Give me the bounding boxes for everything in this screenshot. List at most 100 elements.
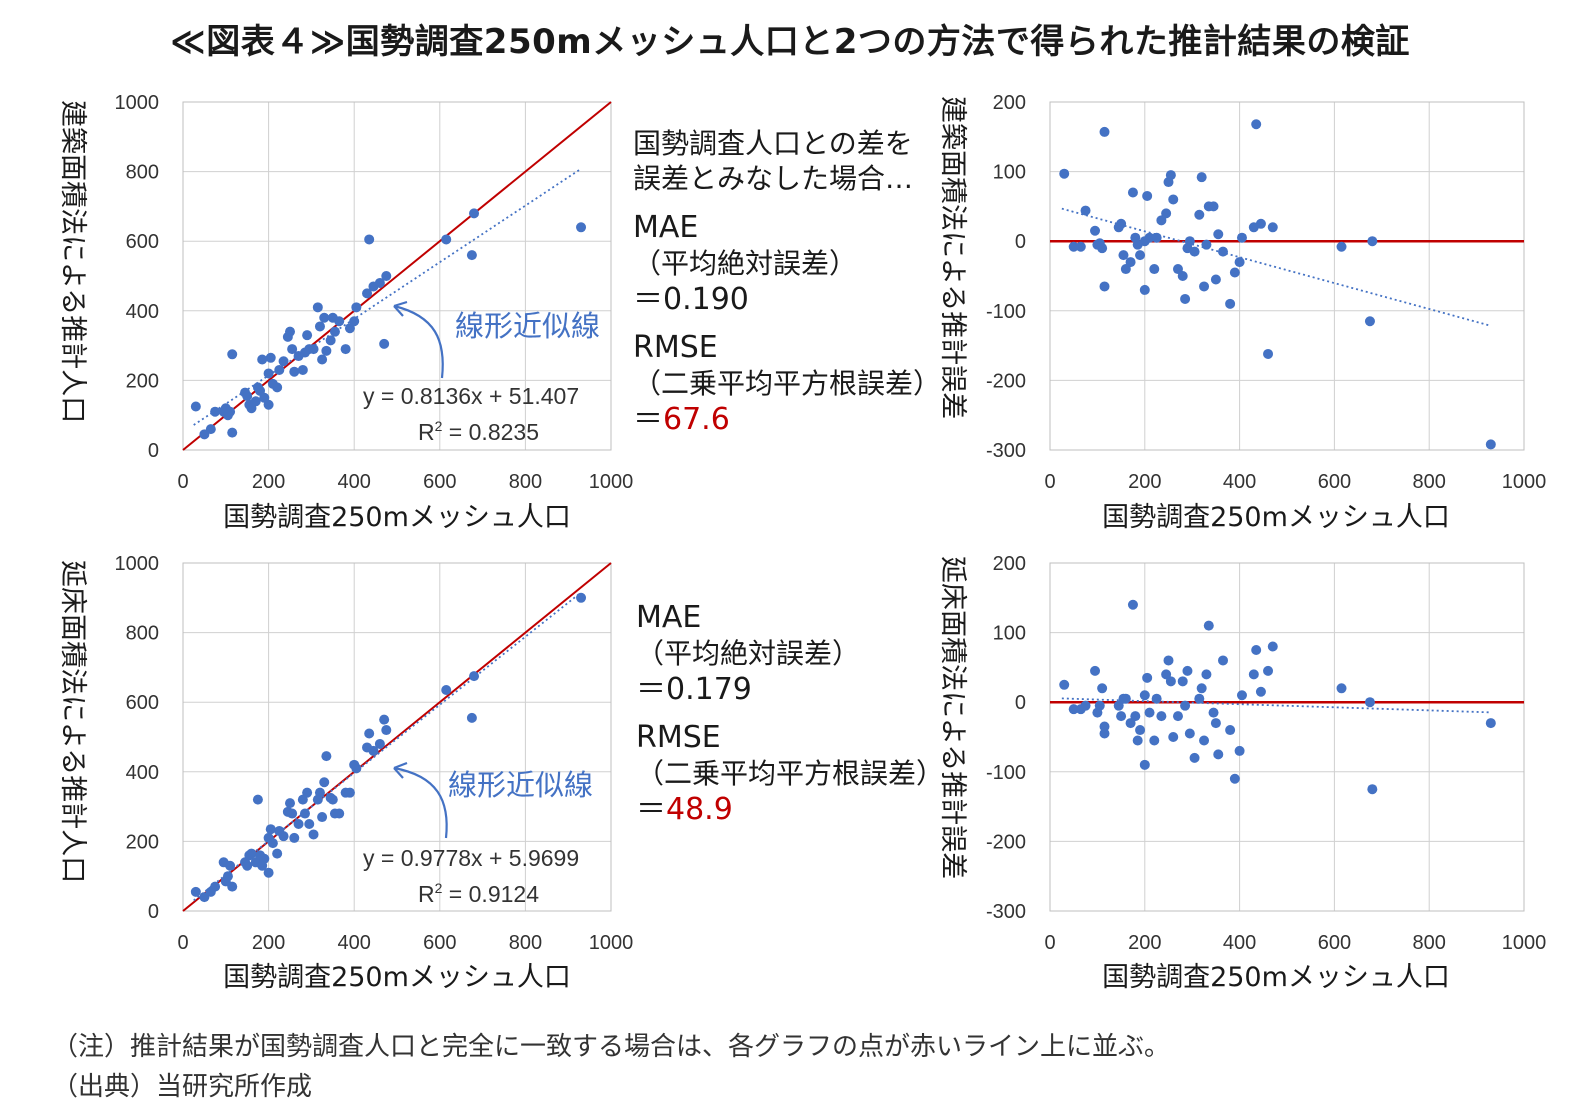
y-tick-label: 800 bbox=[126, 623, 159, 645]
callout-label: 線形近似線 bbox=[448, 768, 593, 802]
data-point bbox=[1142, 672, 1153, 683]
data-point bbox=[289, 366, 300, 377]
y-tick-label: 400 bbox=[126, 762, 159, 784]
data-point bbox=[466, 712, 477, 723]
data-point bbox=[1172, 711, 1183, 722]
rmse-label: RMSE bbox=[636, 720, 721, 755]
data-point bbox=[1090, 225, 1101, 236]
y-axis-label: 建築面積法による推計人口 bbox=[57, 100, 88, 423]
data-point bbox=[1229, 773, 1240, 784]
data-point bbox=[287, 808, 298, 819]
data-point bbox=[314, 321, 325, 332]
data-point bbox=[308, 344, 319, 355]
data-point bbox=[304, 819, 315, 829]
reference-line bbox=[182, 101, 612, 451]
data-point bbox=[325, 335, 336, 346]
data-point bbox=[576, 592, 587, 603]
rmse-label: RMSE bbox=[633, 330, 718, 365]
mae-value: ＝0.190 bbox=[633, 282, 749, 317]
data-point bbox=[334, 808, 345, 819]
y-tick-label: 800 bbox=[126, 162, 159, 184]
data-point bbox=[227, 349, 238, 360]
data-point bbox=[272, 848, 283, 859]
data-point bbox=[250, 396, 261, 407]
data-point bbox=[1130, 711, 1141, 722]
rmse-description: （二乗平均平方根誤差） bbox=[633, 367, 942, 400]
data-point bbox=[1364, 697, 1375, 708]
data-point bbox=[1139, 759, 1150, 770]
data-point bbox=[1234, 745, 1245, 756]
data-point bbox=[469, 208, 480, 219]
data-point bbox=[265, 824, 276, 835]
x-axis-label: 国勢調査250mメッシュ人口 bbox=[1102, 502, 1450, 533]
x-tick-label: 1000 bbox=[1502, 471, 1547, 493]
data-point bbox=[1125, 257, 1136, 268]
data-point bbox=[299, 808, 310, 819]
data-point bbox=[1139, 690, 1150, 701]
callout-arrow bbox=[393, 304, 444, 379]
data-point bbox=[340, 344, 351, 355]
data-points bbox=[190, 208, 587, 440]
tick-labels: 0 200 400 600 800 1000 -300 -200 -100 0 100 200 bbox=[986, 553, 1546, 954]
data-point bbox=[1099, 126, 1110, 137]
x-tick-label: 0 bbox=[177, 471, 188, 493]
data-point bbox=[1367, 784, 1378, 795]
x-tick-label: 1000 bbox=[589, 932, 634, 954]
data-point bbox=[210, 406, 221, 417]
data-point bbox=[308, 829, 319, 840]
mae-value: ＝0.179 bbox=[636, 672, 752, 707]
data-point bbox=[272, 382, 283, 393]
stats-panel-floor: MAE （平均絶対誤差） ＝0.179 RMSE （二乗平均平方根誤差） ＝48… bbox=[636, 600, 944, 828]
x-tick-label: 1000 bbox=[589, 471, 634, 493]
data-point bbox=[1251, 119, 1262, 130]
data-point bbox=[1116, 711, 1127, 722]
data-point bbox=[1208, 201, 1219, 212]
data-points bbox=[190, 592, 587, 903]
data-point bbox=[287, 344, 298, 355]
data-point bbox=[1135, 725, 1146, 736]
data-point bbox=[1194, 693, 1205, 704]
mae-label: MAE bbox=[633, 210, 699, 245]
data-point bbox=[246, 848, 257, 859]
tick-labels: 0 200 400 600 800 1000 -300 -200 -100 0 100 200 bbox=[986, 92, 1546, 493]
plot-frame bbox=[1049, 101, 1525, 451]
y-tick-label: -300 bbox=[986, 440, 1026, 462]
data-point bbox=[190, 886, 201, 897]
y-tick-label: 0 bbox=[1015, 692, 1026, 714]
data-point bbox=[263, 867, 274, 878]
data-point bbox=[381, 271, 392, 281]
data-point bbox=[379, 714, 390, 725]
data-point bbox=[1184, 236, 1195, 247]
data-point bbox=[297, 364, 308, 375]
data-point bbox=[1248, 669, 1259, 680]
data-point bbox=[1068, 241, 1079, 252]
y-tick-label: 0 bbox=[1015, 231, 1026, 253]
data-point bbox=[1165, 170, 1176, 181]
data-point bbox=[1094, 700, 1105, 711]
data-point bbox=[1118, 250, 1129, 261]
y-tick-label: 200 bbox=[126, 831, 159, 853]
data-point bbox=[362, 288, 373, 299]
data-point bbox=[1184, 728, 1195, 739]
data-point bbox=[1156, 711, 1167, 722]
data-point bbox=[293, 819, 304, 829]
x-tick-label: 800 bbox=[1413, 471, 1446, 493]
data-point bbox=[349, 316, 360, 327]
x-tick-label: 400 bbox=[338, 932, 371, 954]
data-point bbox=[1263, 348, 1274, 359]
footnote-source: （出典）当研究所作成 bbox=[52, 1072, 313, 1102]
data-point bbox=[1149, 264, 1160, 275]
data-point bbox=[1225, 298, 1236, 309]
data-point bbox=[1161, 208, 1172, 219]
data-point bbox=[1367, 236, 1378, 247]
trendline bbox=[1061, 207, 1492, 327]
data-point bbox=[1180, 293, 1191, 304]
data-point bbox=[321, 751, 332, 762]
data-point bbox=[1075, 241, 1086, 252]
y-tick-label: 0 bbox=[148, 901, 159, 923]
data-point bbox=[1177, 271, 1188, 281]
data-point bbox=[1236, 690, 1247, 701]
data-point bbox=[1149, 735, 1160, 746]
